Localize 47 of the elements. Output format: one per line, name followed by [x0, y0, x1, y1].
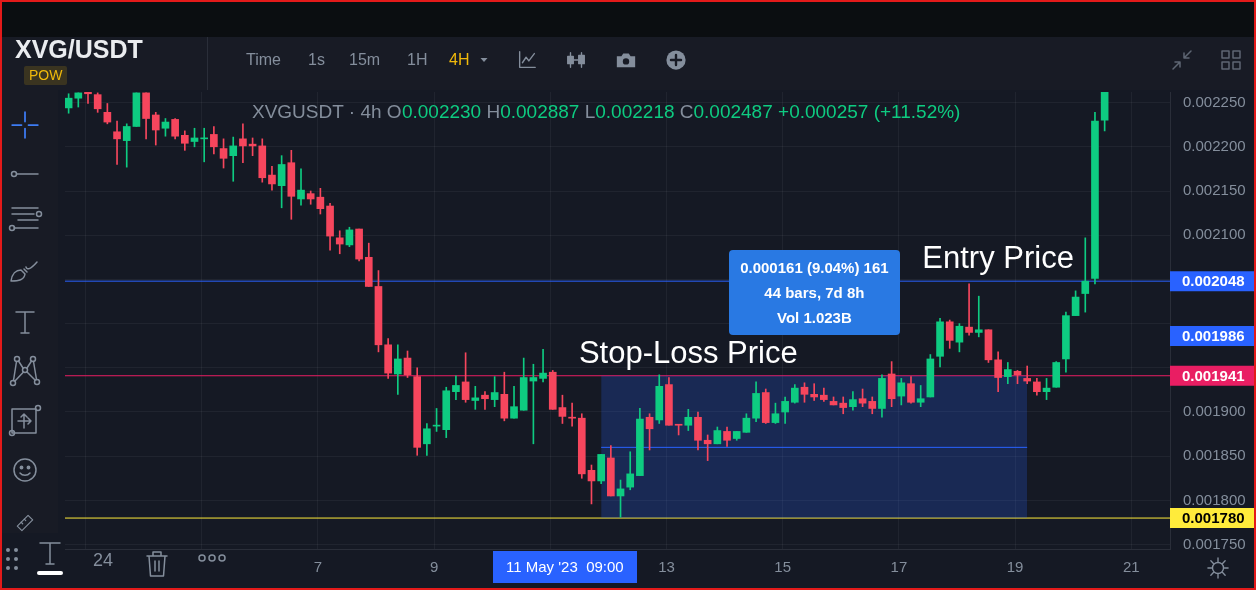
x-tick-label: 17 [890, 558, 908, 576]
candlestick [229, 136, 238, 182]
text: 15m [349, 50, 381, 70]
ref-line-label: 0.001941 [1182, 366, 1245, 384]
candlestick [471, 386, 480, 410]
ref-line-label: 0.001780 [1182, 509, 1245, 527]
ref-line-label: 0.002048 [1182, 272, 1245, 290]
y-tick-label: 0.001850 [1183, 446, 1246, 464]
y-tick-label: 0.002200 [1183, 136, 1246, 154]
text: XVGUSDT · 4h O0.002230 H0.002887 L0.002218 C0.002487 +0.000257 (+11.52%) [252, 101, 961, 123]
x-tick-label: 15 [774, 558, 792, 576]
candlestick [84, 92, 92, 104]
x-tick-label: 19 [1006, 558, 1024, 576]
x-tick-label: 7 [313, 558, 323, 576]
annotation: Entry Price [922, 240, 1074, 276]
x-tick-label: 9 [429, 558, 439, 576]
candlestick [916, 385, 925, 408]
chart-title: XVG/USDT [15, 35, 143, 63]
text: 4H [449, 50, 470, 70]
y-tick-label: 0.001750 [1183, 534, 1246, 552]
candlestick [335, 230, 344, 255]
text: 24 [93, 549, 114, 572]
candlestick [568, 402, 576, 427]
x-tick-label: 13 [658, 558, 675, 576]
candlestick [539, 348, 547, 383]
candlestick [239, 123, 247, 164]
y-tick-label: 0.002250 [1183, 92, 1246, 110]
y-tick-label: 0.002150 [1183, 181, 1246, 199]
annotation: 0.000161 (9.04%) 161 44 bars, 7d 8h Vol 1.023B [729, 249, 900, 335]
candlestick [974, 295, 983, 338]
text: 0.001986 [1170, 326, 1256, 346]
candlestick [965, 283, 973, 336]
text: 1s [308, 50, 325, 70]
candlestick [1081, 237, 1090, 313]
candlestick [810, 383, 818, 401]
y-tick-label: 0.001900 [1183, 402, 1246, 420]
x-tick-label: 21 [1122, 558, 1140, 576]
y-tick-label: 0.001800 [1183, 490, 1246, 508]
y-tick-label: 0.002100 [1183, 225, 1246, 243]
annotation: Stop-Loss Price [578, 334, 798, 370]
text: 11 May '23 09:00 [493, 551, 637, 583]
candlestick [1023, 365, 1032, 385]
candlestick [481, 391, 489, 410]
candlestick [113, 120, 121, 165]
text: POW [24, 66, 68, 85]
text: 1H [407, 50, 428, 70]
text: Time [246, 50, 281, 70]
